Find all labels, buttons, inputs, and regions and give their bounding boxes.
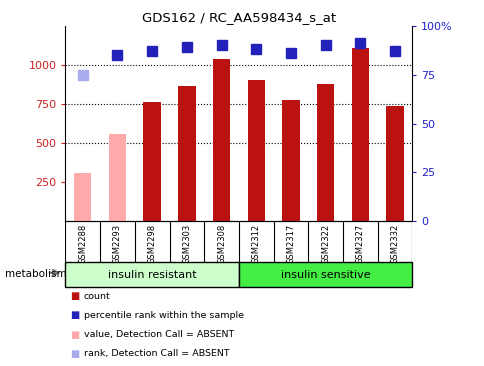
Text: insulin resistant: insulin resistant bbox=[107, 269, 196, 280]
Text: GSM2308: GSM2308 bbox=[216, 223, 226, 264]
Bar bbox=[212, 59, 230, 221]
Text: metabolism: metabolism bbox=[5, 269, 66, 279]
Text: GSM2327: GSM2327 bbox=[355, 223, 364, 264]
Bar bbox=[65, 262, 239, 287]
Text: GSM2317: GSM2317 bbox=[286, 223, 295, 264]
Text: GSM2293: GSM2293 bbox=[113, 223, 122, 264]
Bar bbox=[282, 100, 299, 221]
Bar bbox=[74, 173, 91, 221]
Text: ■: ■ bbox=[70, 348, 79, 359]
Bar bbox=[178, 86, 195, 221]
Bar bbox=[385, 106, 403, 221]
Text: GSM2288: GSM2288 bbox=[78, 223, 87, 264]
Text: GSM2312: GSM2312 bbox=[251, 223, 260, 264]
Bar bbox=[143, 102, 161, 221]
Text: rank, Detection Call = ABSENT: rank, Detection Call = ABSENT bbox=[84, 349, 229, 358]
Text: ■: ■ bbox=[70, 310, 79, 321]
Text: ■: ■ bbox=[70, 291, 79, 302]
Text: insulin sensitive: insulin sensitive bbox=[280, 269, 370, 280]
Bar bbox=[108, 134, 126, 221]
Text: ■: ■ bbox=[70, 329, 79, 340]
Text: GSM2332: GSM2332 bbox=[390, 223, 399, 264]
Text: GSM2303: GSM2303 bbox=[182, 223, 191, 264]
Bar bbox=[316, 83, 333, 221]
Text: count: count bbox=[84, 292, 110, 301]
Text: percentile rank within the sample: percentile rank within the sample bbox=[84, 311, 243, 320]
Bar bbox=[247, 80, 264, 221]
Bar bbox=[239, 262, 411, 287]
Bar bbox=[351, 48, 368, 221]
Title: GDS162 / RC_AA598434_s_at: GDS162 / RC_AA598434_s_at bbox=[141, 11, 335, 25]
Text: GSM2322: GSM2322 bbox=[320, 223, 330, 264]
Text: value, Detection Call = ABSENT: value, Detection Call = ABSENT bbox=[84, 330, 234, 339]
Text: GSM2298: GSM2298 bbox=[147, 223, 156, 264]
